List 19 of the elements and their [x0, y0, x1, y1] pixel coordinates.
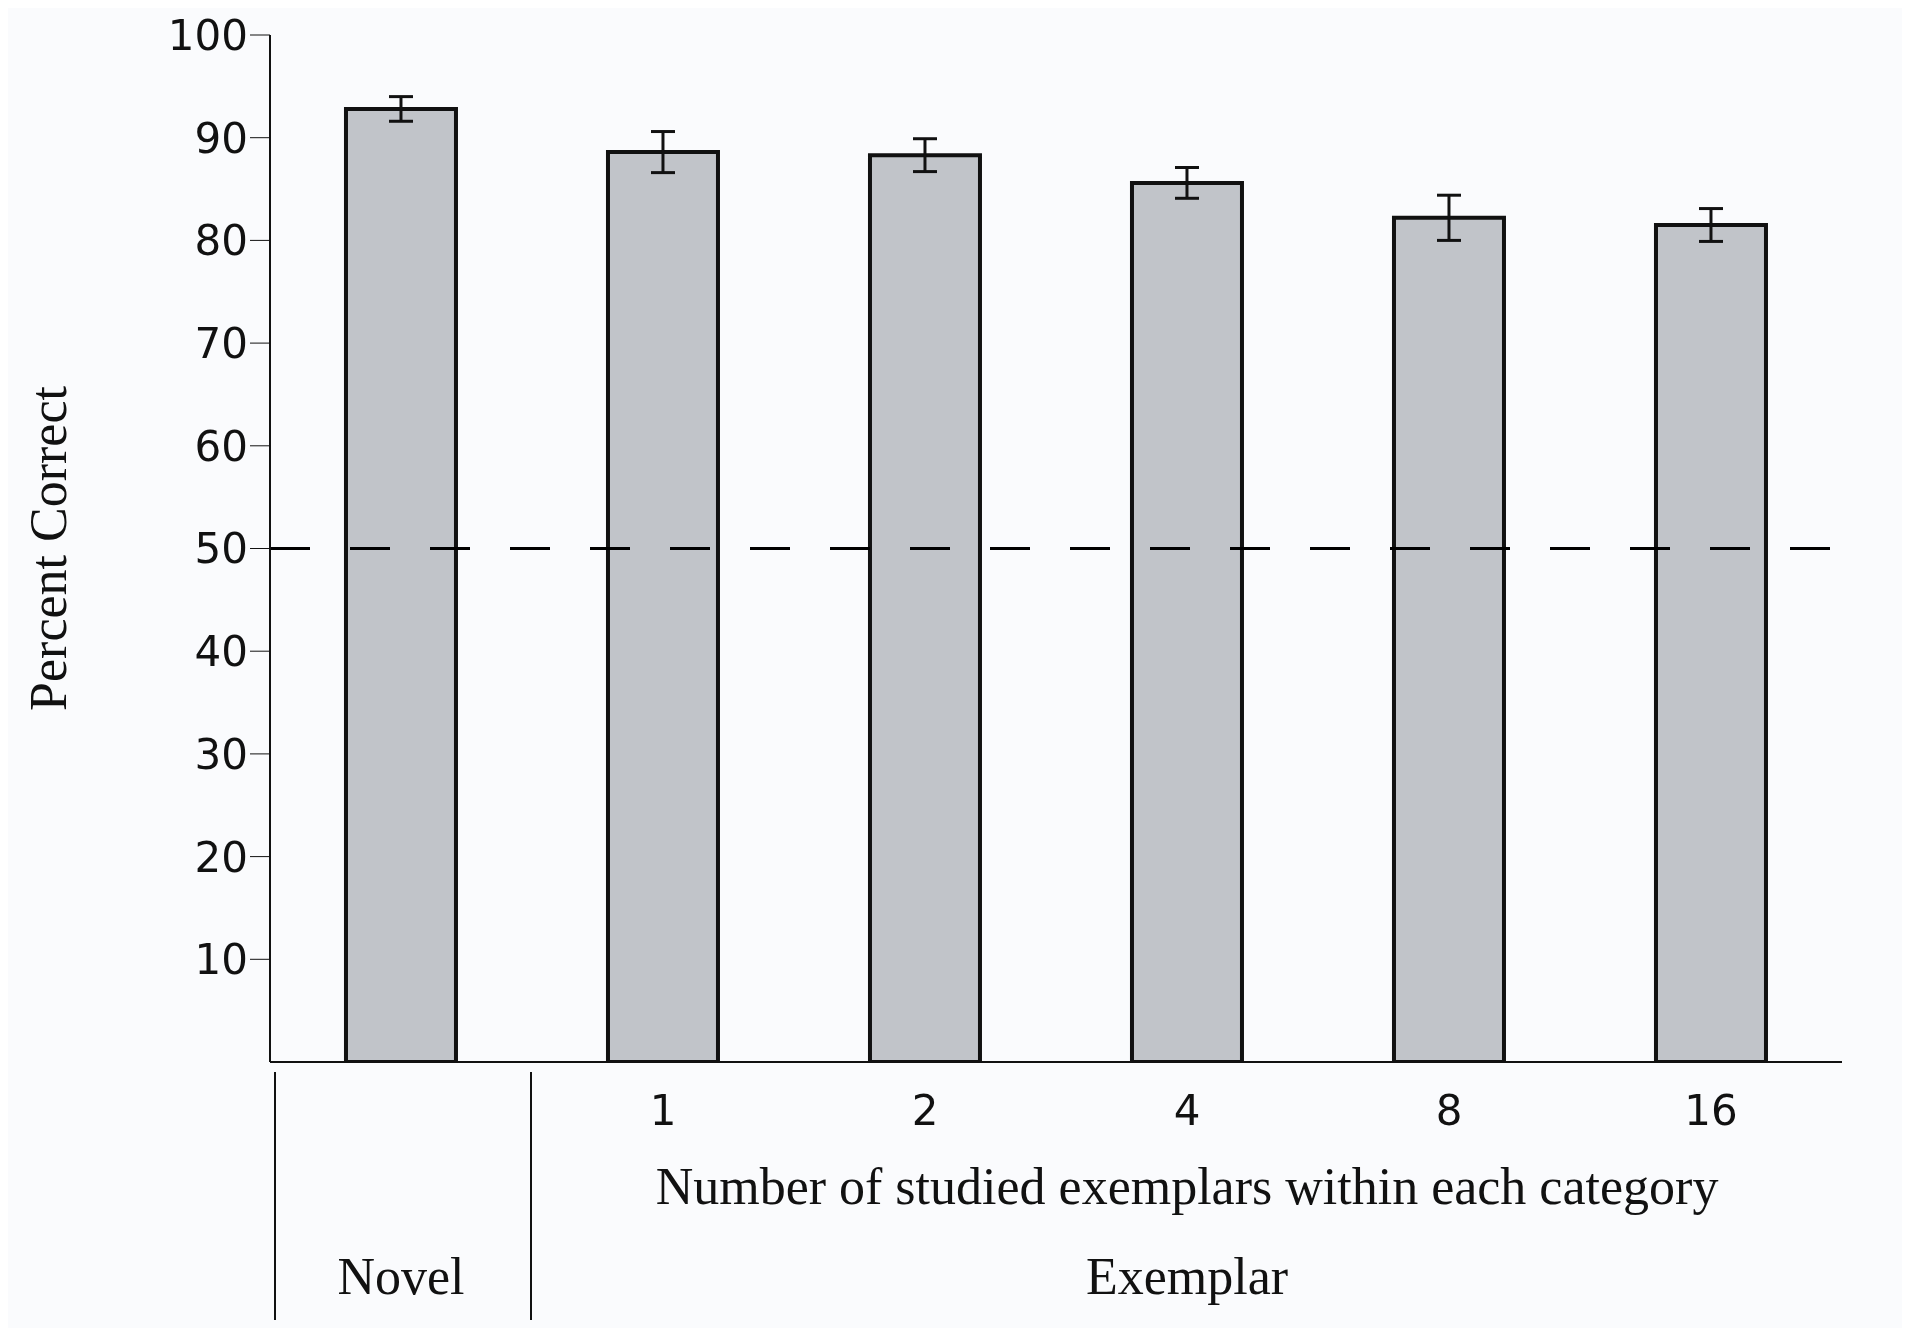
y-tick-label: 80: [194, 216, 248, 266]
x-tick-label: 1: [649, 1086, 677, 1135]
y-tick-label: 40: [194, 627, 248, 677]
x-tick-label: 4: [1173, 1086, 1201, 1135]
y-tick-label: 20: [194, 832, 248, 882]
x-tick-label: 2: [911, 1086, 939, 1135]
text: Novel: [336, 1247, 466, 1306]
text: Exemplar: [1084, 1247, 1290, 1306]
y-tick-label: 70: [194, 319, 248, 369]
x-tick-label: 16: [1684, 1086, 1738, 1135]
y-tick-label: 10: [194, 935, 248, 985]
x-tick-label: 8: [1435, 1086, 1463, 1135]
y-tick-label: 90: [194, 113, 248, 163]
y-tick-label: 100: [167, 10, 248, 60]
y-axis-title: Percent Correct: [20, 385, 78, 711]
x-axis-title: Number of studied exemplars within each category: [654, 1157, 1720, 1216]
y-tick-label: 30: [194, 729, 248, 779]
y-tick-label: 60: [194, 421, 248, 471]
y-tick-label: 50: [194, 524, 248, 574]
